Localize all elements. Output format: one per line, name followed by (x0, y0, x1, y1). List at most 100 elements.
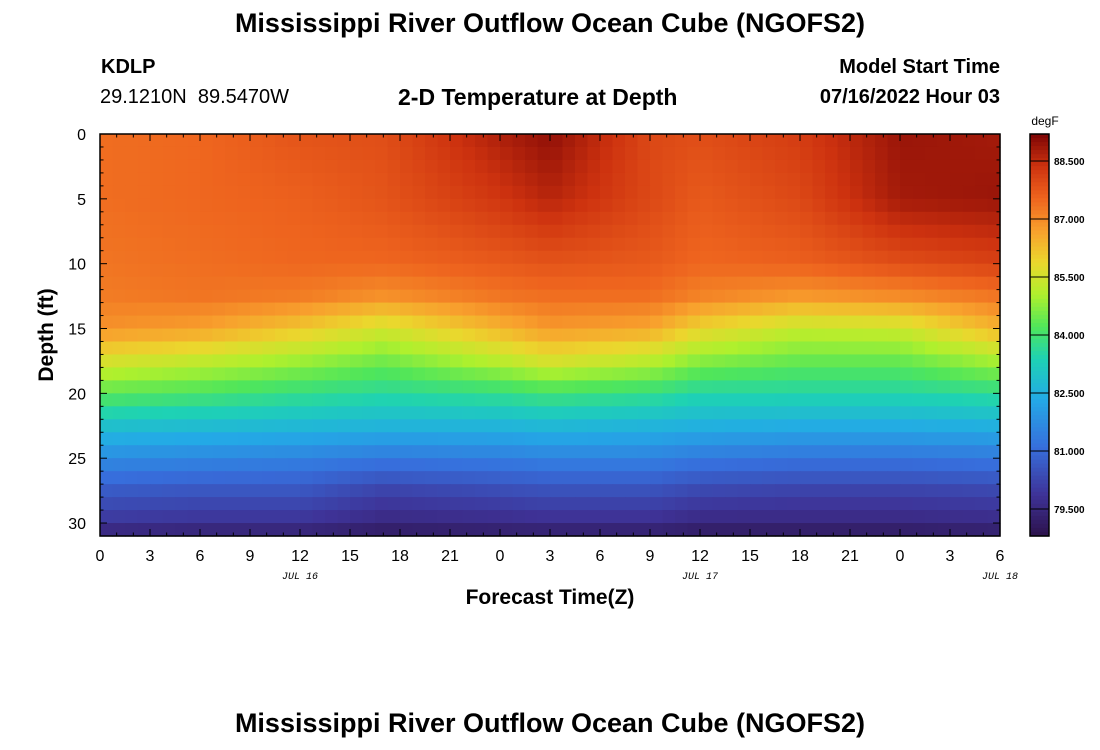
heatmap-cell (212, 354, 226, 369)
heatmap-cell (625, 237, 639, 252)
heatmap-cell (712, 134, 726, 148)
heatmap-cell (150, 510, 164, 524)
colorbar-segment (1030, 467, 1049, 473)
heatmap-cell (237, 172, 251, 187)
heatmap-cell (987, 211, 1001, 226)
heatmap-cell (787, 159, 801, 174)
heatmap-cell (512, 523, 526, 537)
heatmap-cell (337, 510, 351, 524)
heatmap-cell (462, 393, 476, 407)
heatmap-cell (125, 458, 139, 472)
heatmap-cell (575, 134, 589, 148)
heatmap-cell (200, 341, 214, 356)
heatmap-cell (625, 367, 639, 381)
heatmap-cell (837, 432, 851, 446)
heatmap-cell (800, 289, 814, 304)
heatmap-cell (750, 185, 764, 200)
heatmap-cell (225, 354, 239, 369)
heatmap-cell (262, 445, 276, 459)
heatmap-cell (712, 432, 726, 446)
heatmap-cell (600, 510, 614, 524)
heatmap-cell (600, 263, 614, 278)
heatmap-cell (750, 484, 764, 498)
heatmap-cell (862, 341, 876, 356)
heatmap-cell (462, 328, 476, 343)
heatmap-cell (912, 497, 926, 511)
heatmap-cell (912, 134, 926, 148)
heatmap-cell (650, 497, 664, 511)
heatmap-cell (237, 289, 251, 304)
heatmap-cell (575, 276, 589, 291)
heatmap-cell (550, 354, 564, 369)
heatmap-cell (725, 146, 739, 161)
colorbar-segment (1030, 222, 1049, 228)
heatmap-cell (975, 185, 989, 200)
heatmap-cell (550, 445, 564, 459)
heatmap-cell (325, 497, 339, 511)
heatmap-cell (375, 315, 389, 330)
heatmap-cell (437, 471, 451, 485)
heatmap-cell (725, 328, 739, 343)
heatmap-cell (100, 237, 114, 252)
heatmap-cell (812, 341, 826, 356)
heatmap-cell (637, 172, 651, 187)
heatmap-cell (800, 237, 814, 252)
heatmap-cell (475, 315, 489, 330)
heatmap-cell (862, 146, 876, 161)
heatmap-cell (287, 198, 301, 213)
heatmap-cell (825, 185, 839, 200)
x-tick-label: 6 (596, 548, 605, 565)
heatmap-cell (687, 497, 701, 511)
heatmap-cell (700, 523, 714, 537)
heatmap-cell (987, 328, 1001, 343)
heatmap-cell (962, 471, 976, 485)
heatmap-cell (325, 263, 339, 278)
heatmap-cell (137, 302, 151, 317)
heatmap-cell (737, 484, 751, 498)
heatmap-cell (900, 341, 914, 356)
heatmap-cell (400, 328, 414, 343)
heatmap-cell (512, 471, 526, 485)
heatmap-cell (400, 510, 414, 524)
heatmap-cell (175, 367, 189, 381)
heatmap-cell (212, 146, 226, 161)
heatmap-cell (162, 211, 176, 226)
heatmap-cell (637, 302, 651, 317)
heatmap-cell (812, 146, 826, 161)
heatmap-cell (137, 211, 151, 226)
heatmap-cell (137, 484, 151, 498)
heatmap-cell (650, 471, 664, 485)
colorbar-segment (1030, 330, 1049, 336)
heatmap-cell (187, 380, 201, 394)
heatmap-cell (787, 315, 801, 330)
heatmap-cell (712, 523, 726, 537)
heatmap-cell (137, 406, 151, 420)
heatmap-cell (312, 406, 326, 420)
heatmap-cell (150, 159, 164, 174)
heatmap-cell (100, 172, 114, 187)
y-tick-label: 10 (68, 257, 86, 274)
heatmap-cell (162, 237, 176, 252)
heatmap-cell (212, 393, 226, 407)
heatmap-cell (337, 328, 351, 343)
heatmap-cell (237, 510, 251, 524)
heatmap-cell (887, 497, 901, 511)
heatmap-cell (312, 250, 326, 265)
heatmap-cell (212, 263, 226, 278)
heatmap-cell (750, 497, 764, 511)
heatmap-cell (537, 263, 551, 278)
heatmap-cell (525, 419, 539, 433)
heatmap-cell (237, 484, 251, 498)
heatmap-cell (212, 510, 226, 524)
heatmap-cell (900, 172, 914, 187)
heatmap-cell (925, 250, 939, 265)
heatmap-cell (587, 159, 601, 174)
heatmap-cell (975, 328, 989, 343)
heatmap-cell (962, 185, 976, 200)
heatmap-cell (825, 445, 839, 459)
heatmap-cell (387, 328, 401, 343)
heatmap-cell (487, 432, 501, 446)
heatmap-cell (162, 276, 176, 291)
heatmap-cell (412, 445, 426, 459)
heatmap-cell (512, 146, 526, 161)
